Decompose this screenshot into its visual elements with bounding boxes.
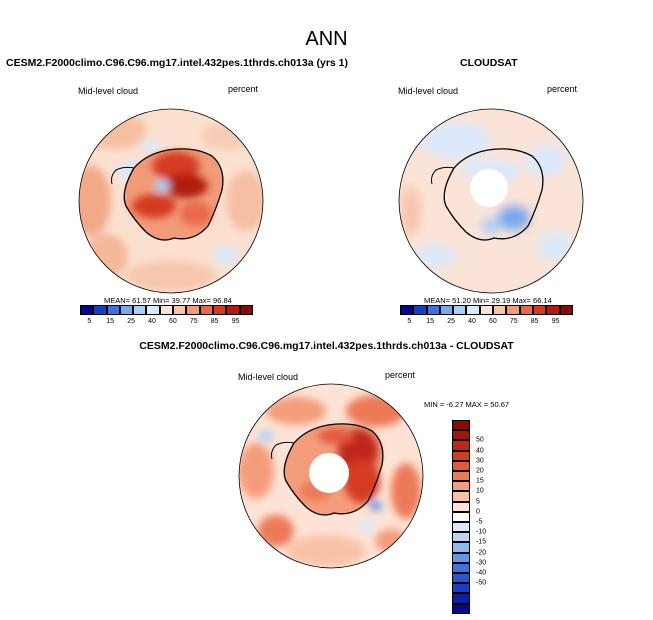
- colorbar-tick-label: 25: [127, 318, 135, 325]
- model-polar-map: [78, 108, 264, 294]
- colorbar-swatch: [452, 532, 470, 543]
- colorbar-swatch: [452, 603, 470, 614]
- colorbar-swatch: [452, 460, 470, 471]
- colorbar-swatch: [452, 471, 470, 482]
- colorbar-swatch: [452, 593, 470, 604]
- colorbar-swatch: [452, 501, 470, 512]
- colorbar-tick-label: 85: [210, 318, 219, 325]
- colorbar-tick-label: 40: [468, 318, 476, 325]
- colorbar-tick-label: -30: [476, 559, 487, 567]
- colorbar-swatch: [133, 305, 147, 315]
- colorbar-swatch: [239, 305, 253, 315]
- colorbar-tick-label: 5: [407, 318, 412, 325]
- colorbar-swatch: [452, 583, 470, 594]
- colorbar-swatch: [452, 430, 470, 441]
- colorbar-swatch: [453, 305, 467, 315]
- colorbar-swatch: [226, 305, 240, 315]
- diff-stats: MIN = -6.27 MAX = 50.67: [424, 400, 510, 409]
- obs-panel-title: CLOUDSAT: [460, 57, 518, 69]
- diff-colorbar: 50 40 30 20 15 10 5 0 -5 -10 -15 -20 -30 -40 -50: [452, 420, 512, 620]
- obs-variable-label: Mid-level cloud: [398, 86, 459, 96]
- colorbar-swatch: [186, 305, 200, 315]
- colorbar-swatch: [452, 420, 470, 431]
- colorbar-swatch: [119, 305, 134, 315]
- colorbar-swatch: [159, 305, 174, 315]
- diff-units-label: percent: [385, 370, 416, 380]
- colorbar-swatch: [452, 573, 470, 584]
- colorbar-swatch: [532, 305, 547, 315]
- colorbar-swatch: [452, 562, 470, 573]
- colorbar-tick-label: 85: [530, 318, 539, 325]
- model-stats: MEAN= 61.57 Min= 39.77 Max= 96.84: [104, 296, 232, 305]
- colorbar-swatch: [452, 440, 470, 451]
- colorbar-tick-label: -10: [476, 528, 487, 536]
- plot-title: ANN: [305, 28, 348, 50]
- colorbar-tick-label: 20: [476, 467, 484, 475]
- colorbar-tick-label: 10: [476, 487, 484, 495]
- colorbar-tick-label: 40: [476, 447, 484, 455]
- colorbar-swatch: [559, 305, 573, 315]
- colorbar-tick-label: 60: [168, 318, 177, 325]
- colorbar-swatch: [212, 305, 227, 315]
- colorbar-swatch: [546, 305, 560, 315]
- colorbar-swatch: [199, 305, 213, 315]
- colorbar-tick-label: 15: [426, 318, 435, 325]
- colorbar-tick-label: 60: [488, 318, 497, 325]
- colorbar-swatch: [466, 305, 480, 315]
- colorbar-swatch: [452, 511, 470, 522]
- colorbar-tick-label: -15: [476, 538, 487, 546]
- obs-units-label: percent: [547, 84, 578, 94]
- colorbar-swatch: [93, 305, 107, 315]
- model-variable-label: Mid-level cloud: [78, 86, 139, 96]
- colorbar-swatch: [506, 305, 520, 315]
- colorbar-swatch: [106, 305, 120, 315]
- colorbar-tick-label: 75: [509, 318, 518, 325]
- colorbar-tick-label: -50: [476, 579, 487, 587]
- colorbar-tick-label: 75: [189, 318, 198, 325]
- diff-polar-map: [238, 383, 424, 569]
- colorbar-swatch: [439, 305, 454, 315]
- colorbar-tick-label: 30: [476, 457, 484, 465]
- colorbar-swatch: [452, 552, 470, 563]
- model-panel-title: CESM2.F2000climo.C96.C96.mg17.intel.432p…: [6, 57, 348, 69]
- colorbar-swatch: [519, 305, 533, 315]
- colorbar-swatch: [452, 542, 470, 553]
- colorbar-swatch: [479, 305, 494, 315]
- colorbar-tick-label: 95: [551, 318, 560, 325]
- colorbar-tick-label: 15: [106, 318, 115, 325]
- colorbar-swatch: [413, 305, 427, 315]
- obs-stats: MEAN= 51.20 Min= 29.19 Max= 66.14: [424, 296, 552, 305]
- diff-panel-title: CESM2.F2000climo.C96.C96.mg17.intel.432p…: [139, 340, 514, 352]
- colorbar-swatch: [493, 305, 507, 315]
- colorbar-tick-label: 25: [447, 318, 455, 325]
- colorbar-swatch: [452, 481, 470, 492]
- colorbar-tick-label: 40: [148, 318, 156, 325]
- colorbar-tick-label: -5: [476, 518, 483, 526]
- colorbar-tick-label: 50: [476, 436, 484, 444]
- model-units-label: percent: [228, 84, 259, 94]
- colorbar-tick-label: 0: [476, 508, 480, 516]
- diff-variable-label: Mid-level cloud: [238, 372, 299, 382]
- colorbar-tick-label: 5: [476, 498, 480, 506]
- colorbar-swatch: [452, 450, 470, 461]
- colorbar-swatch: [80, 305, 94, 315]
- obs-colorbar: [400, 305, 573, 315]
- colorbar-swatch: [452, 491, 470, 502]
- colorbar-tick-label: 15: [476, 477, 484, 485]
- obs-polar-map: [398, 108, 584, 294]
- model-colorbar: [80, 305, 253, 315]
- colorbar-swatch: [452, 522, 470, 533]
- colorbar-tick-label: -40: [476, 569, 487, 577]
- colorbar-tick-label: -20: [476, 549, 487, 557]
- colorbar-swatch: [426, 305, 440, 315]
- colorbar-swatch: [400, 305, 414, 315]
- colorbar-tick-label: 95: [231, 318, 240, 325]
- colorbar-tick-label: 5: [87, 318, 92, 325]
- colorbar-swatch: [146, 305, 160, 315]
- colorbar-swatch: [173, 305, 187, 315]
